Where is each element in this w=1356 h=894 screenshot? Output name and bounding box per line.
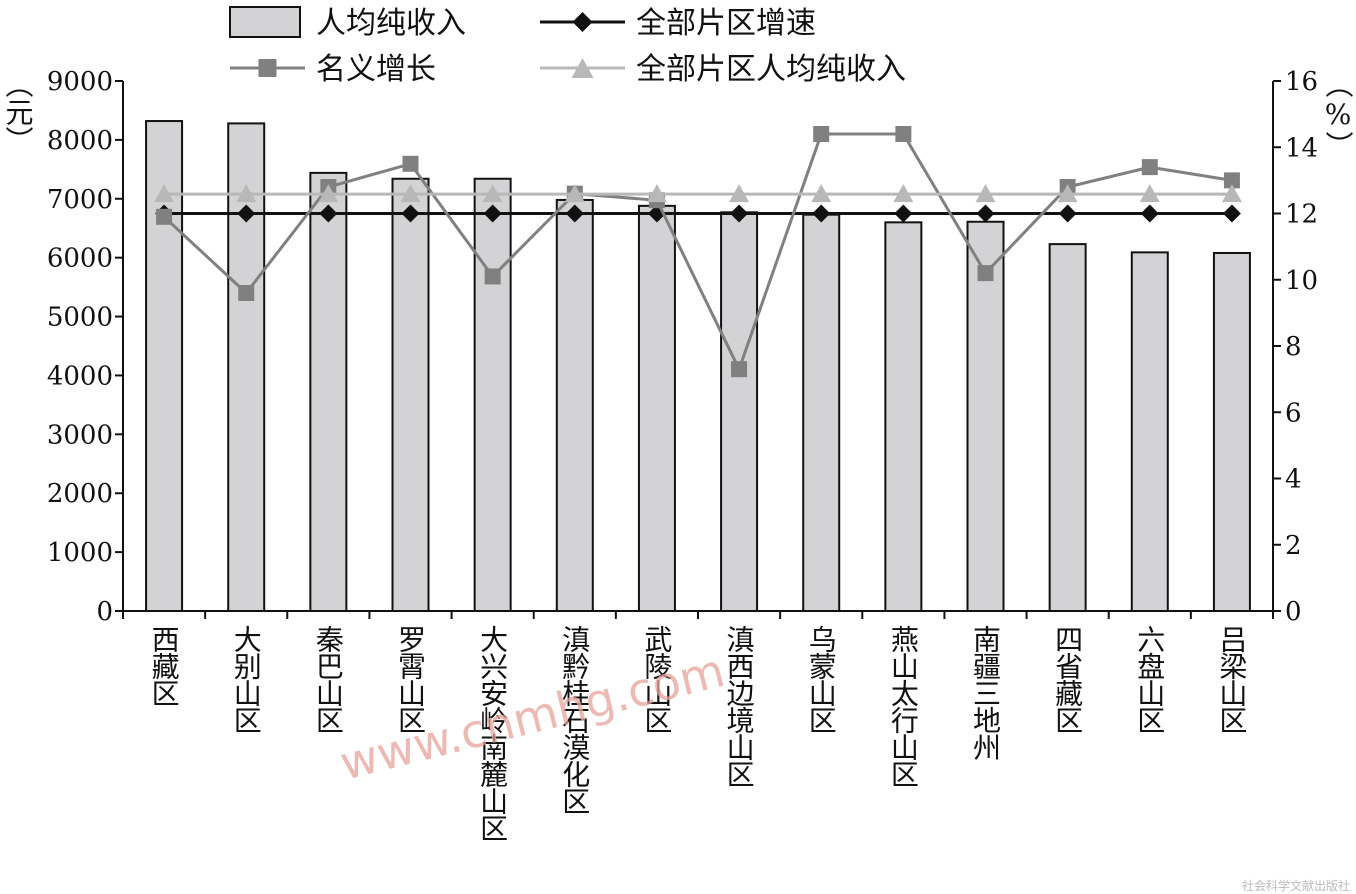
triangle-marker xyxy=(1139,184,1160,203)
y-right-tick-label: 6 xyxy=(1285,398,1302,428)
triangle-marker xyxy=(236,184,257,203)
triangle-marker xyxy=(893,184,914,203)
y-right-tick-label: 10 xyxy=(1285,266,1318,296)
square-marker xyxy=(731,361,748,378)
category-label: 西藏区 xyxy=(148,625,181,706)
y-right-tick-label: 16 xyxy=(1285,67,1318,97)
category-label: 乌蒙山区 xyxy=(805,625,838,733)
category-label: 四省藏区 xyxy=(1051,625,1084,733)
legend-diamond-icon xyxy=(572,12,593,32)
publisher-mark: 社会科学文献出版社 xyxy=(1242,878,1350,893)
square-marker xyxy=(238,285,255,301)
triangle-marker xyxy=(646,184,667,203)
y-right-tick-label: 12 xyxy=(1285,200,1318,230)
square-marker xyxy=(402,155,419,172)
category-label: 吕梁山区 xyxy=(1215,625,1248,733)
bar xyxy=(720,211,759,612)
legend-swatch-bar xyxy=(229,6,301,38)
triangle-marker xyxy=(975,184,996,203)
y-left-tick-label: 8000 xyxy=(47,126,113,156)
y-right-tick-label: 2 xyxy=(1285,531,1302,561)
legend-label-bar: 人均纯收入 xyxy=(316,6,466,41)
y-left-tick-label: 5000 xyxy=(47,303,113,333)
y-right-tick-label: 0 xyxy=(1285,597,1302,627)
diamond-marker xyxy=(730,204,749,223)
legend-triangle-icon xyxy=(571,58,594,78)
triangle-marker xyxy=(811,184,832,203)
bar xyxy=(1048,243,1087,612)
diamond-marker xyxy=(1058,204,1077,223)
y-left-tick-label: 0 xyxy=(96,597,113,627)
category-label: 滇黔桂石漠化区 xyxy=(558,625,591,814)
y-left-tick-label: 1000 xyxy=(47,538,113,568)
lines-layer xyxy=(154,126,1242,378)
diamond-marker xyxy=(483,204,502,223)
bar xyxy=(1130,251,1169,612)
square-marker xyxy=(977,265,994,282)
y-right-tick-label: 8 xyxy=(1285,332,1302,362)
category-label: 南疆三地州 xyxy=(969,625,1002,760)
y-left-tick-label: 7000 xyxy=(47,185,113,215)
series-line xyxy=(163,132,1233,374)
triangle-marker xyxy=(482,184,503,203)
bar xyxy=(802,213,841,613)
left-axis-unit: （元） xyxy=(2,70,35,154)
bar xyxy=(637,204,676,612)
diamond-marker xyxy=(565,204,584,223)
y-left-tick-label: 6000 xyxy=(47,244,113,274)
y-left-tick-label: 2000 xyxy=(47,479,113,509)
bar xyxy=(145,120,184,613)
category-label: 滇西边境山区 xyxy=(723,625,756,787)
y-left-tick-label: 4000 xyxy=(47,361,113,391)
axes-layer: 0 1000 2000 3000 4000 5000 6000 7000 8000 9000 0 2 4… xyxy=(47,67,1318,627)
diamond-marker xyxy=(1140,204,1159,223)
triangle-marker xyxy=(1221,184,1242,203)
y-right-tick-label: 14 xyxy=(1285,133,1318,163)
square-marker xyxy=(813,126,830,142)
category-label: 武陵山区 xyxy=(640,625,673,733)
square-marker xyxy=(1223,172,1240,189)
bar xyxy=(555,198,594,612)
bar xyxy=(309,171,348,612)
triangle-marker xyxy=(729,184,750,203)
bar xyxy=(884,221,923,612)
category-label: 燕山太行山区 xyxy=(887,625,920,787)
diamond-marker xyxy=(976,204,995,223)
bar xyxy=(391,177,430,612)
axis-units: （元） （%） xyxy=(2,70,1355,159)
square-marker xyxy=(484,268,501,285)
legend-label-nominal: 名义增长 xyxy=(316,52,436,87)
triangle-marker xyxy=(154,184,175,203)
y-right-tick-label: 4 xyxy=(1285,465,1302,495)
diamond-marker xyxy=(1222,204,1241,223)
square-marker xyxy=(895,126,912,142)
legend-label-avg-income: 全部片区人均纯收入 xyxy=(636,52,906,87)
category-label: 秦巴山区 xyxy=(312,625,345,733)
diamond-marker xyxy=(319,204,338,223)
y-left-tick-label: 3000 xyxy=(47,420,113,450)
bar xyxy=(473,177,512,612)
category-label: 六盘山区 xyxy=(1133,625,1166,733)
square-marker xyxy=(156,208,173,225)
right-axis-unit: （%） xyxy=(1322,70,1355,159)
category-labels: 西藏区 大别山区 秦巴山区 罗霄山区 大兴安岭南麓山区 滇黔桂石漠化区 武陵山区 滇西边境山区… xyxy=(148,625,1249,841)
square-marker xyxy=(1141,159,1158,176)
diamond-marker xyxy=(812,204,831,223)
category-label: 大别山区 xyxy=(230,625,263,733)
triangle-marker xyxy=(318,184,339,203)
triangle-marker xyxy=(400,184,421,203)
legend-label-growth-all: 全部片区增速 xyxy=(636,6,816,41)
triangle-marker xyxy=(1057,184,1078,203)
legend-square-icon xyxy=(258,59,277,77)
legend: 人均纯收入 全部片区增速 名义增长 全部片区人均纯收入 xyxy=(229,6,906,87)
category-label: 大兴安岭南麓山区 xyxy=(476,625,509,841)
triangle-marker xyxy=(564,184,585,203)
diamond-marker xyxy=(401,204,420,223)
y-left-tick-label: 9000 xyxy=(47,67,113,97)
category-label: 罗霄山区 xyxy=(394,625,427,733)
diamond-marker xyxy=(894,204,913,223)
bar xyxy=(1212,251,1251,612)
diamond-marker xyxy=(237,204,256,223)
